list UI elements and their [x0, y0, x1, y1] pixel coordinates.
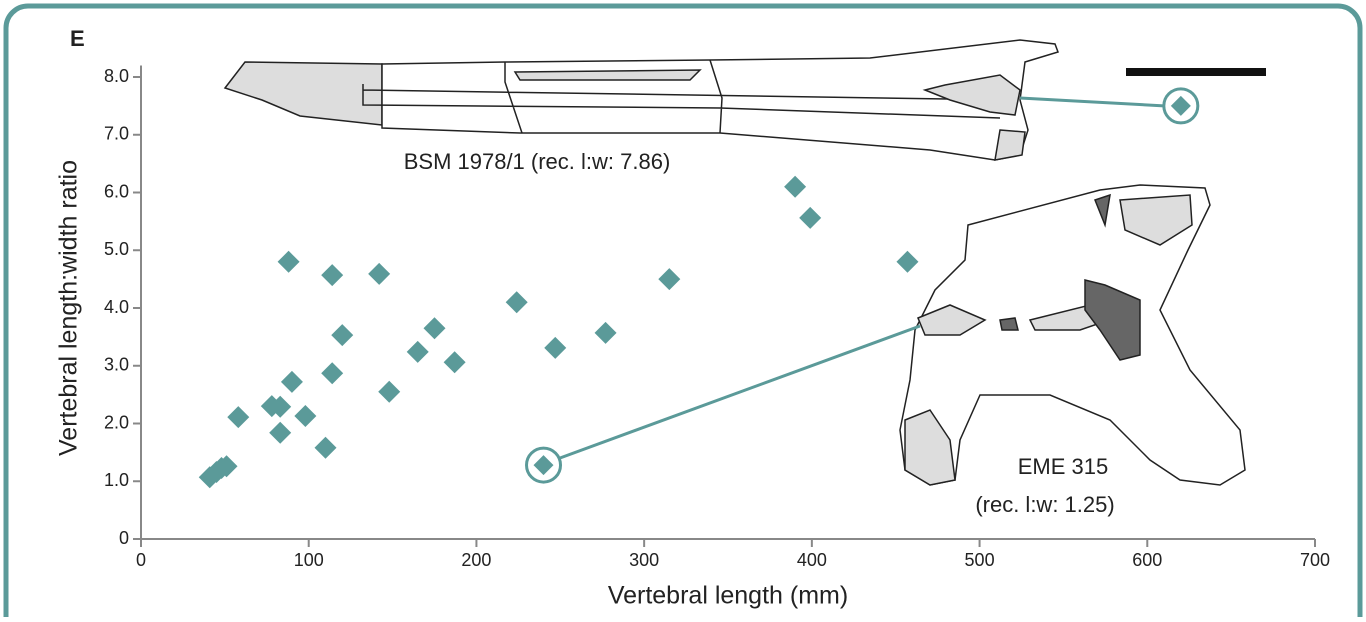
point — [277, 250, 300, 273]
y-tick-label: 7.0 — [104, 124, 129, 144]
y-tick-label: 8.0 — [104, 66, 129, 86]
y-tick-label: 4.0 — [104, 297, 129, 317]
y-tick-label: 5.0 — [104, 239, 129, 259]
bone-illustration-eme — [899, 184, 1246, 486]
point — [594, 321, 617, 344]
point — [406, 340, 429, 363]
point — [658, 268, 681, 291]
point — [269, 395, 292, 418]
panel-label: E — [70, 26, 85, 51]
x-tick-label: 0 — [136, 550, 146, 570]
point — [423, 317, 446, 340]
y-tick-label: 1.0 — [104, 470, 129, 490]
point — [378, 380, 401, 403]
highlight-point — [1170, 95, 1191, 116]
connector — [1019, 96, 1167, 108]
point — [269, 421, 292, 444]
panel-border — [3, 3, 1363, 622]
annotation: (rec. l:w: 1.25) — [975, 492, 1114, 517]
point — [443, 351, 466, 374]
connector — [559, 324, 921, 460]
y-tick-label: 3.0 — [104, 355, 129, 375]
point — [784, 175, 807, 198]
x-tick-label: 200 — [461, 550, 491, 570]
annotation: EME 315 — [1018, 454, 1109, 479]
x-tick-label: 400 — [797, 550, 827, 570]
point — [227, 406, 250, 429]
x-tick-label: 300 — [629, 550, 659, 570]
bone-illustration-bsm — [223, 39, 1059, 161]
y-tick-label: 6.0 — [104, 181, 129, 201]
point — [215, 455, 238, 478]
point — [314, 436, 337, 459]
point — [280, 370, 303, 393]
highlight-point — [533, 455, 554, 476]
scale-bar — [1126, 68, 1266, 76]
y-axis-title: Vertebral length:width ratio — [55, 160, 83, 456]
annotation: BSM 1978/1 (rec. l:w: 7.86) — [404, 149, 671, 174]
point — [544, 336, 567, 359]
point — [799, 206, 822, 229]
y-tick-label: 0 — [119, 528, 129, 548]
x-tick-label: 100 — [294, 550, 324, 570]
x-tick-label: 500 — [965, 550, 995, 570]
point — [505, 291, 528, 314]
point — [331, 324, 354, 347]
point — [294, 404, 317, 427]
point — [368, 262, 391, 285]
x-tick-label: 700 — [1300, 550, 1330, 570]
x-axis-title: Vertebral length (mm) — [608, 582, 848, 610]
point — [896, 250, 919, 273]
point — [321, 264, 344, 287]
point — [321, 362, 344, 385]
y-tick-label: 2.0 — [104, 412, 129, 432]
x-tick-label: 600 — [1132, 550, 1162, 570]
